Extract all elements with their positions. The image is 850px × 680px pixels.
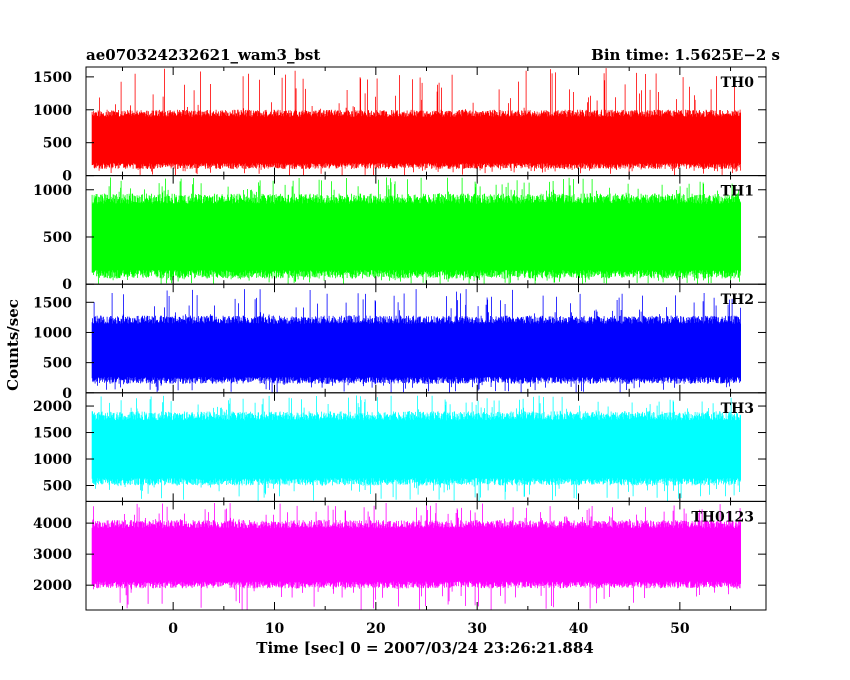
y-tick-label: 1500 [33,295,72,311]
panel-label: TH1 [721,184,754,200]
y-tick-label: 500 [43,479,72,495]
y-tick-label: 1500 [33,426,72,442]
series-th0123 [91,503,741,610]
y-tick-label: 2000 [33,578,72,594]
panel-label: TH3 [721,401,754,417]
series-th1 [91,177,741,285]
panel-th1: 0 500 1000 TH1 [33,175,767,293]
panel-label: TH0123 [691,509,754,525]
x-tick-label: 30 [467,621,487,637]
y-tick-label: 1000 [33,183,72,199]
x-tick-label: 0 [168,621,178,637]
x-tick-label: 50 [670,621,690,637]
x-tick-label: 10 [265,621,285,637]
y-tick-label: 0 [62,277,72,293]
panel-th3: 500 1000 1500 2000 TH3 [33,392,767,502]
chart-title-right: Bin time: 1.5625E−2 s [591,46,780,64]
y-tick-label: 1000 [33,103,72,119]
chart-title-left: ae070324232621_wam3_bst [86,46,320,64]
panel-frame [85,500,767,611]
y-tick-label: 0 [62,386,72,402]
y-tick-label: 2000 [33,399,72,415]
x-tick-label: 20 [366,621,386,637]
y-tick-label: 3000 [33,547,72,563]
series-th2 [91,289,741,393]
y-tick-label: 4000 [33,516,72,532]
y-tick-label: 0 [62,169,72,185]
x-axis-label: Time [sec] 0 = 2007/03/24 23:26:21.884 [256,639,593,657]
y-tick-label: 500 [43,356,72,372]
y-tick-label: 1000 [33,452,72,468]
panel-th2: 0 500 1000 1500 TH2 [33,283,767,402]
y-tick-label: 500 [43,230,72,246]
panel-label: TH0 [721,75,755,91]
y-tick-label: 1000 [33,325,72,341]
panel-th0123: 2000 3000 4000 TH0123 [33,500,767,611]
panels-group: 0 500 1000 1500 TH0 0 500 1000 TH1 0 500 1000 1500 TH… [33,66,767,611]
x-axis: 0 10 20 30 40 50 [168,621,690,637]
panel-label: TH2 [721,292,754,308]
panel-th0: 0 500 1000 1500 TH0 [33,66,767,185]
y-tick-label: 500 [43,136,72,152]
y-axis-label: Counts/sec [4,299,22,391]
series-th3 [91,395,741,502]
series-th0 [91,68,741,176]
y-tick-label: 1500 [33,70,72,86]
x-tick-label: 40 [569,621,589,637]
